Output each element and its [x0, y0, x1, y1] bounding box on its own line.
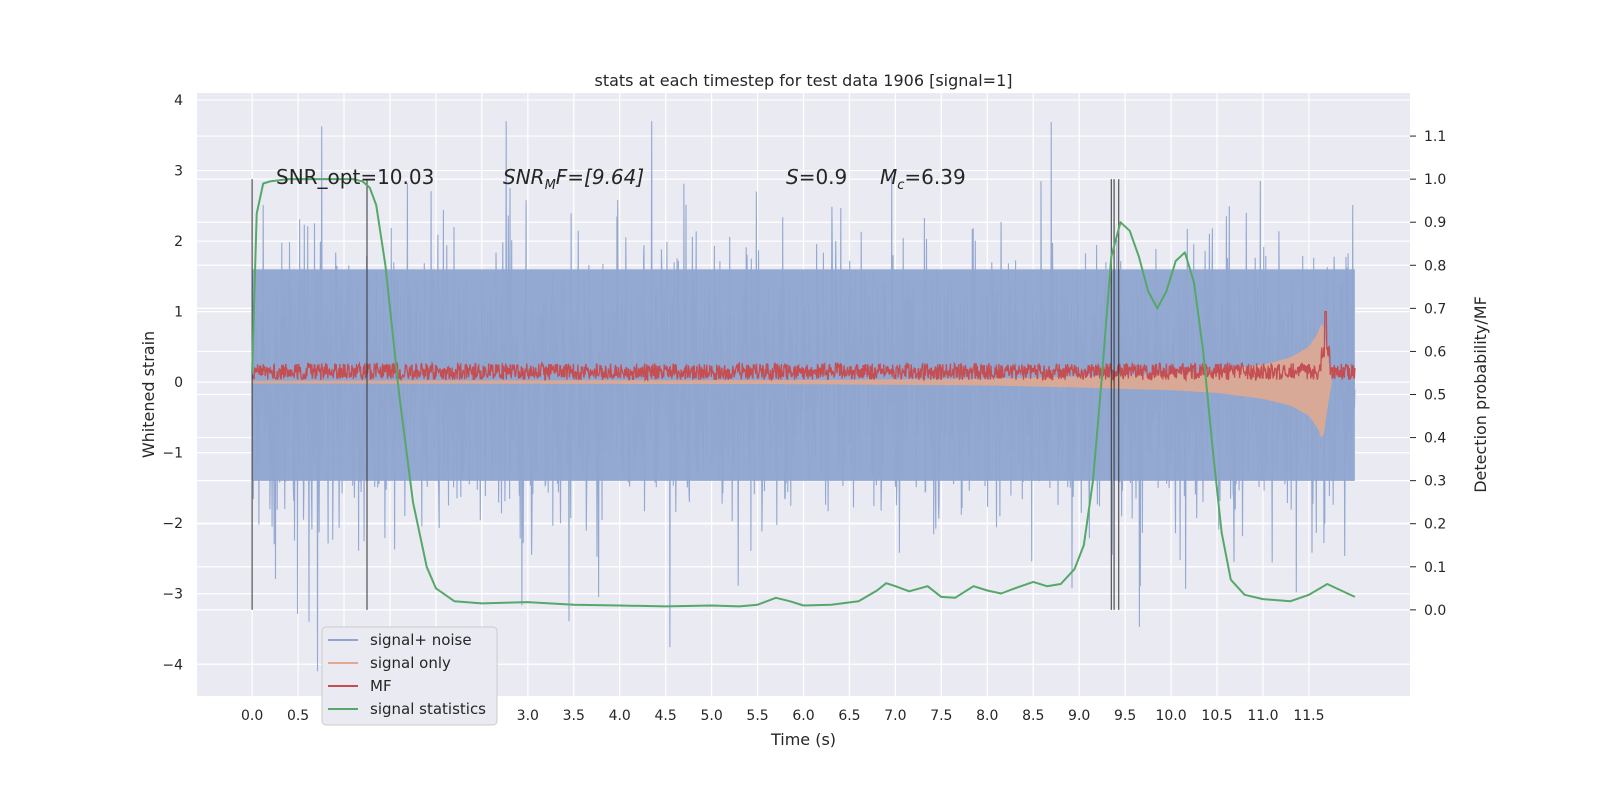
signal-only-envelope — [252, 323, 1332, 438]
legend-label: signal+ noise — [370, 631, 472, 649]
legend: signal+ noise signal only MF signal statist… — [321, 626, 498, 726]
x-tick-label: 8.5 — [1022, 708, 1044, 724]
x-tick-label: 10.0 — [1155, 708, 1186, 724]
x-tick-label: 11.0 — [1247, 708, 1278, 724]
y2-tick-label: 0.6 — [1424, 344, 1446, 360]
mf-series — [251, 310, 1356, 383]
y2-tick-label: 0.9 — [1424, 215, 1446, 231]
x-tick-label: 4.5 — [655, 708, 677, 724]
x-tick-label: 7.5 — [930, 708, 952, 724]
annotation-mc: Mc=6.39 — [880, 165, 966, 193]
y-axis-label: Whitened strain — [139, 331, 158, 458]
signal-statistics-line — [251, 178, 1356, 608]
axis-ticks: 0.00.51.01.52.02.53.03.54.04.55.05.56.06… — [162, 93, 1446, 724]
y-tick-label: 1 — [174, 305, 183, 321]
y2-tick-label: 0.3 — [1424, 474, 1446, 490]
legend-entries: signal+ noise signal only MF signal statist… — [328, 631, 486, 718]
y2-tick-label: 0.5 — [1424, 388, 1446, 404]
signal-statistics-series — [251, 178, 1356, 608]
y-tick-label: −3 — [162, 587, 183, 603]
y2-tick-label: 0.2 — [1424, 517, 1446, 533]
y-tick-label: −2 — [162, 516, 183, 532]
legend-label: signal statistics — [370, 700, 486, 718]
s-main: S — [786, 165, 799, 189]
mc-rest: =6.39 — [904, 165, 965, 189]
y-tick-label: −1 — [162, 446, 183, 462]
annotation-snr-opt: SNR_opt=10.03 — [276, 165, 434, 189]
mc-subscript: c — [897, 178, 904, 193]
x-axis-label: Time (s) — [770, 730, 836, 749]
y2-tick-label: 0.1 — [1424, 560, 1446, 576]
x-tick-label: 6.0 — [792, 708, 814, 724]
x-tick-label: 5.5 — [746, 708, 768, 724]
y2-tick-label: 0.4 — [1424, 431, 1446, 447]
y2-tick-label: 1.1 — [1424, 129, 1446, 145]
x-tick-label: 5.0 — [700, 708, 722, 724]
x-tick-label: 0.5 — [287, 708, 309, 724]
y2-tick-label: 0.7 — [1424, 301, 1446, 317]
x-tick-label: 4.0 — [609, 708, 631, 724]
snr-mf-rest: F=[9.64] — [556, 165, 644, 189]
mc-main: M — [880, 165, 897, 189]
legend-label: signal only — [370, 654, 451, 672]
x-tick-label: 3.5 — [563, 708, 585, 724]
annotation-s: S=0.9 — [786, 165, 847, 189]
snr-mf-main: SNR — [503, 165, 545, 189]
y-tick-label: 0 — [174, 375, 183, 391]
x-tick-label: 11.5 — [1293, 708, 1324, 724]
annotation-snr-mf: SNRMF=[9.64] — [503, 165, 644, 193]
chart-title: stats at each timestep for test data 190… — [594, 71, 1012, 90]
legend-box — [321, 626, 498, 726]
y-tick-label: 4 — [174, 93, 183, 109]
x-tick-label: 0.0 — [241, 708, 263, 724]
signal-only-series — [252, 323, 1332, 438]
vertical-markers — [251, 179, 1120, 610]
x-tick-label: 9.0 — [1068, 708, 1090, 724]
x-tick-label: 10.5 — [1201, 708, 1232, 724]
x-tick-label: 7.0 — [884, 708, 906, 724]
x-tick-label: 3.0 — [517, 708, 539, 724]
x-tick-label: 9.5 — [1114, 708, 1136, 724]
s-rest: =0.9 — [799, 165, 848, 189]
mf-line — [251, 310, 1356, 383]
y2-tick-label: 0.8 — [1424, 258, 1446, 274]
x-tick-label: 6.5 — [838, 708, 860, 724]
snr-mf-subscript: M — [545, 178, 556, 193]
legend-label: MF — [370, 677, 392, 695]
y-tick-label: 2 — [174, 234, 183, 250]
y-tick-label: −4 — [162, 657, 183, 673]
y2-axis-label: Detection probability/MF — [1471, 296, 1490, 493]
x-tick-label: 8.0 — [976, 708, 998, 724]
y-tick-label: 3 — [174, 164, 183, 180]
y2-tick-label: 1.0 — [1424, 172, 1446, 188]
y2-tick-label: 0.0 — [1424, 603, 1446, 619]
